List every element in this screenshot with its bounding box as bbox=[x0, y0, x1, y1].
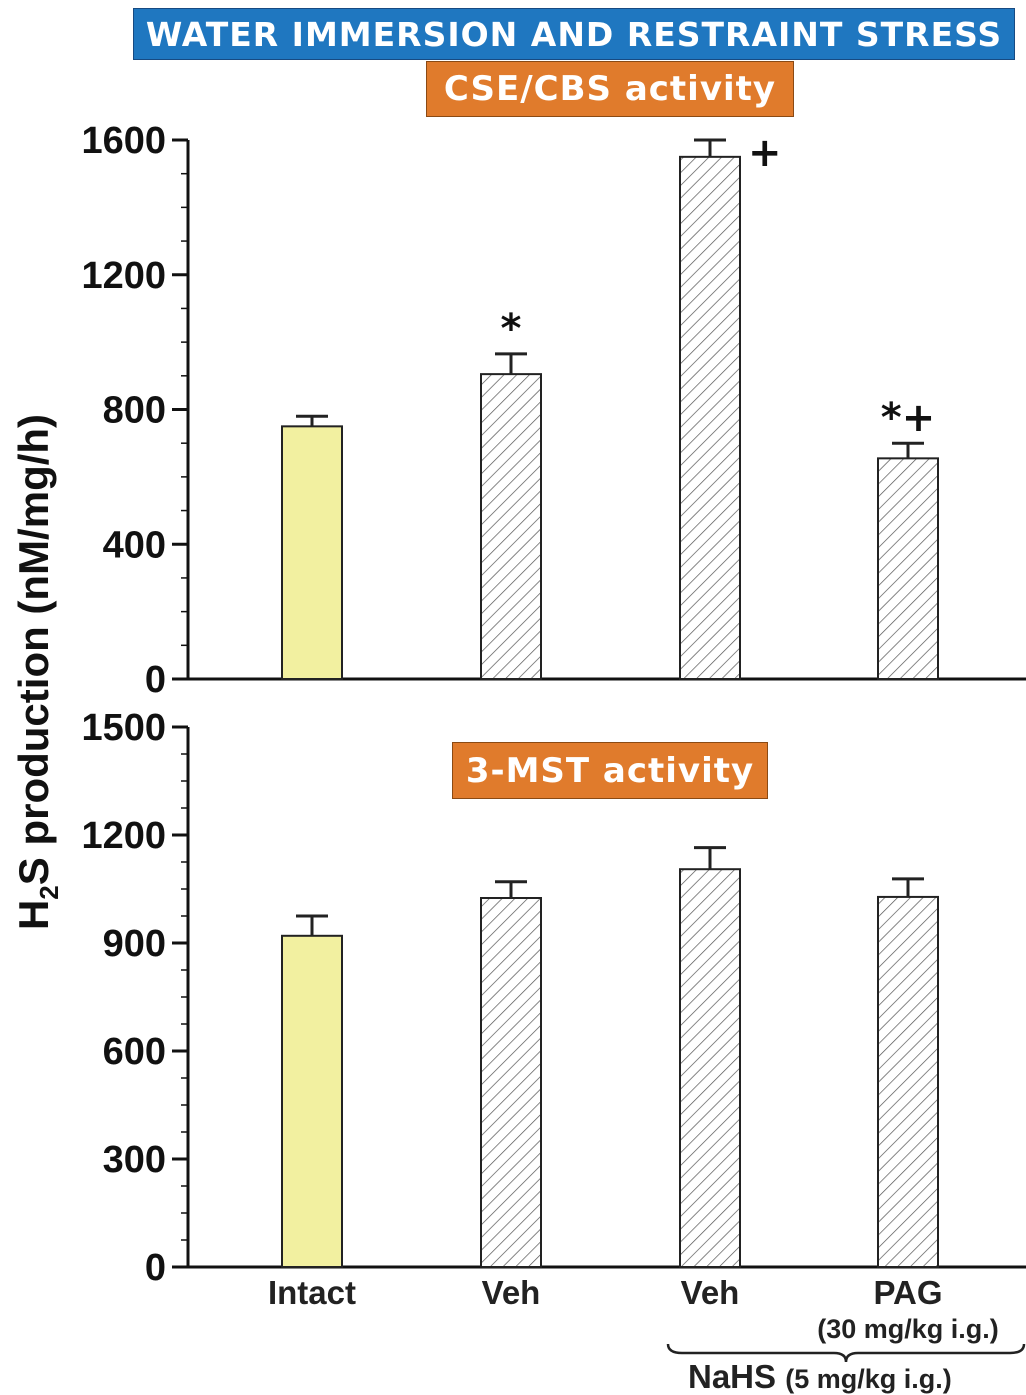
mst-bar-2 bbox=[480, 897, 542, 1268]
bottom-panel-title-banner: 3-MST activity bbox=[452, 742, 768, 799]
cse-cbs-bar-3 bbox=[679, 155, 741, 680]
mst-y-tick-label: 0 bbox=[145, 1247, 166, 1289]
cse-cbs-significance-2: * bbox=[501, 306, 522, 352]
cse-cbs-y-tick-label: 400 bbox=[103, 524, 166, 566]
cse-cbs-significance-3: + bbox=[748, 130, 782, 176]
cse-cbs-y-tick-label: 800 bbox=[103, 390, 166, 432]
cse-cbs-y-tick-label: 1600 bbox=[81, 120, 166, 162]
cse-cbs-significance-4: *+ bbox=[881, 395, 935, 441]
y-axis-label: H2S production (nM/mg/h) bbox=[10, 414, 64, 930]
top-panel-title-banner: CSE/CBS activity bbox=[426, 61, 794, 117]
cse-cbs-bar-4 bbox=[877, 457, 939, 680]
cse-cbs-bar-2 bbox=[480, 373, 542, 680]
mst-bar-1 bbox=[281, 934, 343, 1268]
mst-y-tick-label: 900 bbox=[103, 923, 166, 965]
cse-cbs-y-tick-label: 1200 bbox=[81, 255, 166, 297]
x-label-4: PAG bbox=[873, 1274, 942, 1311]
x-label-2: Veh bbox=[482, 1274, 541, 1311]
nahs-name: NaHS bbox=[688, 1358, 785, 1395]
mst-bar-3 bbox=[679, 868, 741, 1268]
nahs-label: NaHS (5 mg/kg i.g.) bbox=[688, 1358, 952, 1395]
nahs-dose: (5 mg/kg i.g.) bbox=[785, 1364, 952, 1394]
mst-y-tick-label: 300 bbox=[103, 1139, 166, 1181]
nahs-group-brace bbox=[666, 1343, 1026, 1363]
cse-cbs-y-tick-label: 0 bbox=[145, 659, 166, 701]
mst-y-tick-label: 600 bbox=[103, 1031, 166, 1073]
x-label-3: Veh bbox=[681, 1274, 740, 1311]
x-label-1: Intact bbox=[268, 1274, 356, 1311]
cse-cbs-bar-1 bbox=[281, 425, 343, 680]
mst-panel: 0 300 600 900 1200 1500 bbox=[81, 707, 1026, 1289]
mst-y-tick-label: 1200 bbox=[81, 815, 166, 857]
figure-title-banner: WATER IMMERSION AND RESTRAINT STRESS bbox=[133, 8, 1015, 60]
mst-y-tick-label: 1500 bbox=[81, 707, 166, 749]
pag-dose-label: (30 mg/kg i.g.) bbox=[817, 1314, 999, 1344]
mst-bar-4 bbox=[877, 895, 939, 1268]
y-axis-label-subscript: 2 bbox=[34, 885, 64, 899]
